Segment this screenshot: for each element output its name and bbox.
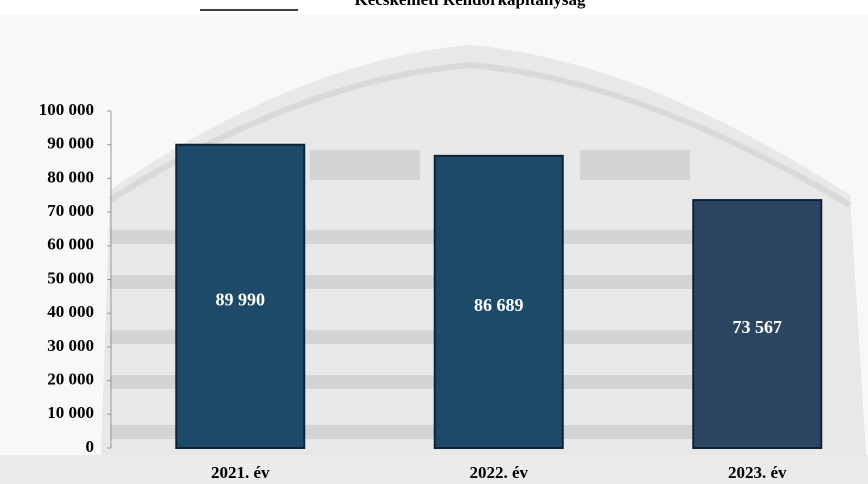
x-tick-label: 2022. év — [469, 463, 528, 482]
y-tick-label: 90 000 — [47, 134, 94, 153]
x-tick-label: 2023. év — [728, 463, 787, 482]
y-tick-label: 60 000 — [47, 235, 94, 254]
chart-title: Kecskeméti Rendőrkapitányság — [355, 0, 586, 9]
y-tick-label: 20 000 — [47, 370, 94, 389]
y-tick-label: 70 000 — [47, 201, 94, 220]
y-tick-label: 30 000 — [47, 336, 94, 355]
chart: Kecskeméti Rendőrkapitányság 0 10 000 20 0… — [0, 0, 868, 484]
x-tick-label: 2021. év — [211, 463, 270, 482]
y-tick-label: 40 000 — [47, 302, 94, 321]
y-tick-label: 100 000 — [39, 100, 94, 119]
y-tick-label: 10 000 — [47, 403, 94, 422]
value-label: 73 567 — [733, 317, 783, 337]
page: {"chart_data": {"type": "bar", "title": … — [0, 0, 868, 484]
y-tick-label: 50 000 — [47, 268, 94, 287]
value-label: 86 689 — [474, 295, 524, 315]
y-tick-label: 0 — [86, 437, 95, 456]
y-tick-label: 80 000 — [47, 167, 94, 186]
value-label: 89 990 — [216, 289, 266, 309]
